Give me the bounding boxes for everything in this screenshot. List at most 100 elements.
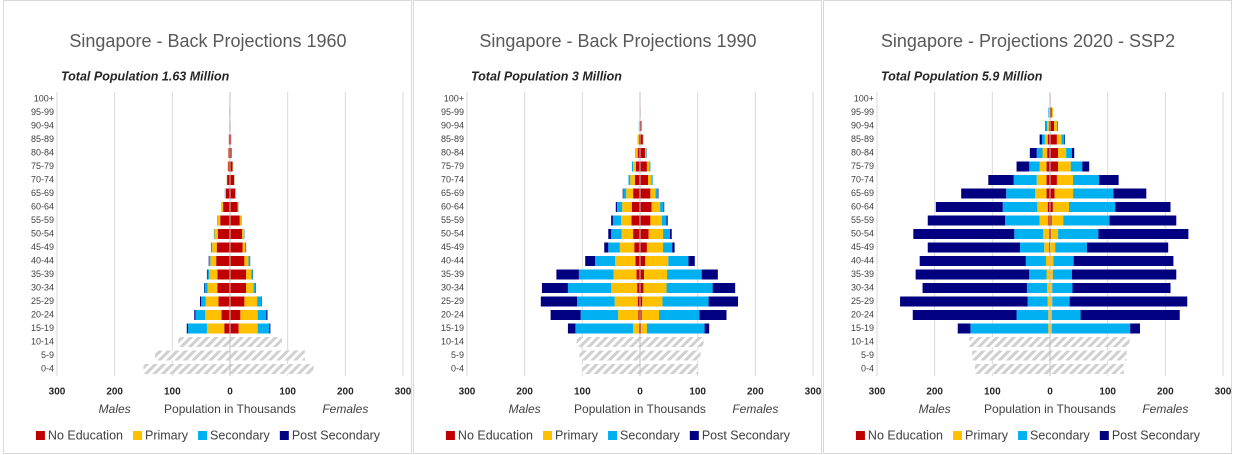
legend-label: Secondary — [620, 428, 681, 442]
bar-segment — [1035, 188, 1047, 199]
bar-segment — [661, 215, 667, 226]
y-tick-label: 20-24 — [851, 309, 874, 319]
bar-segment — [1073, 256, 1174, 266]
chart-subtitle: Total Population 5.9 Million — [881, 69, 1043, 83]
bar-segment — [655, 188, 658, 199]
legend-label: No Education — [868, 428, 943, 442]
bar-segment — [614, 296, 638, 307]
bar-segment — [1080, 310, 1180, 320]
bar-segment — [230, 148, 232, 158]
bar-segment — [1073, 188, 1114, 199]
bar-segment — [641, 310, 660, 320]
legend-label: No Education — [458, 428, 533, 442]
bar-segment — [631, 202, 640, 212]
bar-segment — [688, 256, 695, 266]
bar-segment — [988, 175, 1014, 185]
bar-segment — [200, 296, 202, 307]
bar-segment — [244, 242, 247, 253]
bar-segment — [216, 256, 230, 266]
bar-segment — [1051, 310, 1081, 320]
legend-label: Primary — [145, 428, 189, 442]
bar-segment — [595, 256, 616, 266]
y-tick-label: 15-19 — [31, 323, 54, 333]
bar-segment — [646, 148, 647, 158]
y-tick-label: 0-4 — [861, 363, 874, 373]
bar-segment — [246, 283, 254, 293]
bar-segment — [269, 323, 271, 334]
bar-segment — [638, 323, 640, 334]
bar-segment — [633, 161, 636, 172]
bar-segment — [261, 296, 262, 307]
bar-segment — [1026, 283, 1048, 293]
bar-segment — [194, 310, 196, 320]
bar-segment — [663, 229, 670, 239]
right-axis-label: Females — [1142, 402, 1188, 416]
x-tick-label: 300 — [49, 387, 66, 398]
y-tick-label: 85-89 — [441, 134, 464, 144]
bar-segment — [1013, 175, 1037, 185]
bar-segment — [1056, 175, 1074, 185]
bar-segment — [224, 323, 230, 334]
bar-segment — [1113, 188, 1147, 199]
bar-segment — [927, 242, 1021, 253]
bar-segment — [633, 188, 640, 199]
hatched-bar — [969, 337, 1050, 347]
x-tick-label: 0 — [637, 387, 643, 398]
bar-segment — [585, 256, 596, 266]
chart-title: Singapore - Back Projections 1990 — [479, 31, 756, 51]
bar-segment — [1050, 121, 1055, 131]
y-tick-label: 60-64 — [851, 201, 874, 211]
bar-segment — [651, 202, 661, 212]
bar-segment — [1050, 148, 1059, 158]
bar-segment — [230, 323, 239, 334]
bar-segment — [242, 229, 244, 239]
x-tick-label: 200 — [516, 387, 533, 398]
y-tick-label: 95-99 — [851, 107, 874, 117]
bar-segment — [1050, 296, 1053, 307]
y-tick-label: 55-59 — [851, 215, 874, 225]
bar-segment — [1051, 215, 1064, 226]
bar-segment — [608, 229, 612, 239]
bar-segment — [246, 269, 252, 280]
bar-segment — [1048, 310, 1050, 320]
bar-segment — [672, 242, 675, 253]
bar-segment — [230, 134, 232, 145]
bar-segment — [1029, 269, 1047, 280]
bar-segment — [1050, 134, 1057, 145]
bar-segment — [1051, 323, 1131, 334]
bar-segment — [577, 296, 615, 307]
x-tick-label: 300 — [459, 387, 476, 398]
bar-segment — [216, 242, 230, 253]
y-tick-label: 20-24 — [441, 309, 464, 319]
bar-segment — [237, 202, 239, 212]
bar-segment — [230, 296, 245, 307]
legend-label: Primary — [555, 428, 599, 442]
y-tick-label: 75-79 — [441, 161, 464, 171]
bar-segment — [642, 296, 663, 307]
panel-border — [823, 0, 1232, 454]
x-tick-label: 300 — [869, 387, 886, 398]
legend-label: Post Secondary — [1112, 428, 1201, 442]
bar-segment — [612, 215, 621, 226]
bar-segment — [1016, 310, 1049, 320]
y-tick-label: 70-74 — [441, 174, 464, 184]
bar-segment — [663, 202, 665, 212]
x-tick-label: 100 — [574, 387, 591, 398]
y-tick-label: 0-4 — [41, 363, 54, 373]
bar-segment — [1051, 107, 1053, 118]
right-axis-label: Females — [732, 402, 778, 416]
y-tick-label: 65-69 — [441, 188, 464, 198]
bar-segment — [638, 134, 640, 145]
y-tick-label: 5-9 — [41, 350, 54, 360]
hatched-bar — [1050, 350, 1127, 361]
y-tick-label: 65-69 — [31, 188, 54, 198]
legend-label: No Education — [48, 428, 123, 442]
bar-segment — [1020, 242, 1045, 253]
bar-segment — [659, 310, 700, 320]
bar-segment — [550, 310, 581, 320]
bar-segment — [242, 242, 245, 253]
bar-segment — [640, 134, 643, 145]
bar-segment — [650, 215, 662, 226]
bar-segment — [1048, 215, 1050, 226]
